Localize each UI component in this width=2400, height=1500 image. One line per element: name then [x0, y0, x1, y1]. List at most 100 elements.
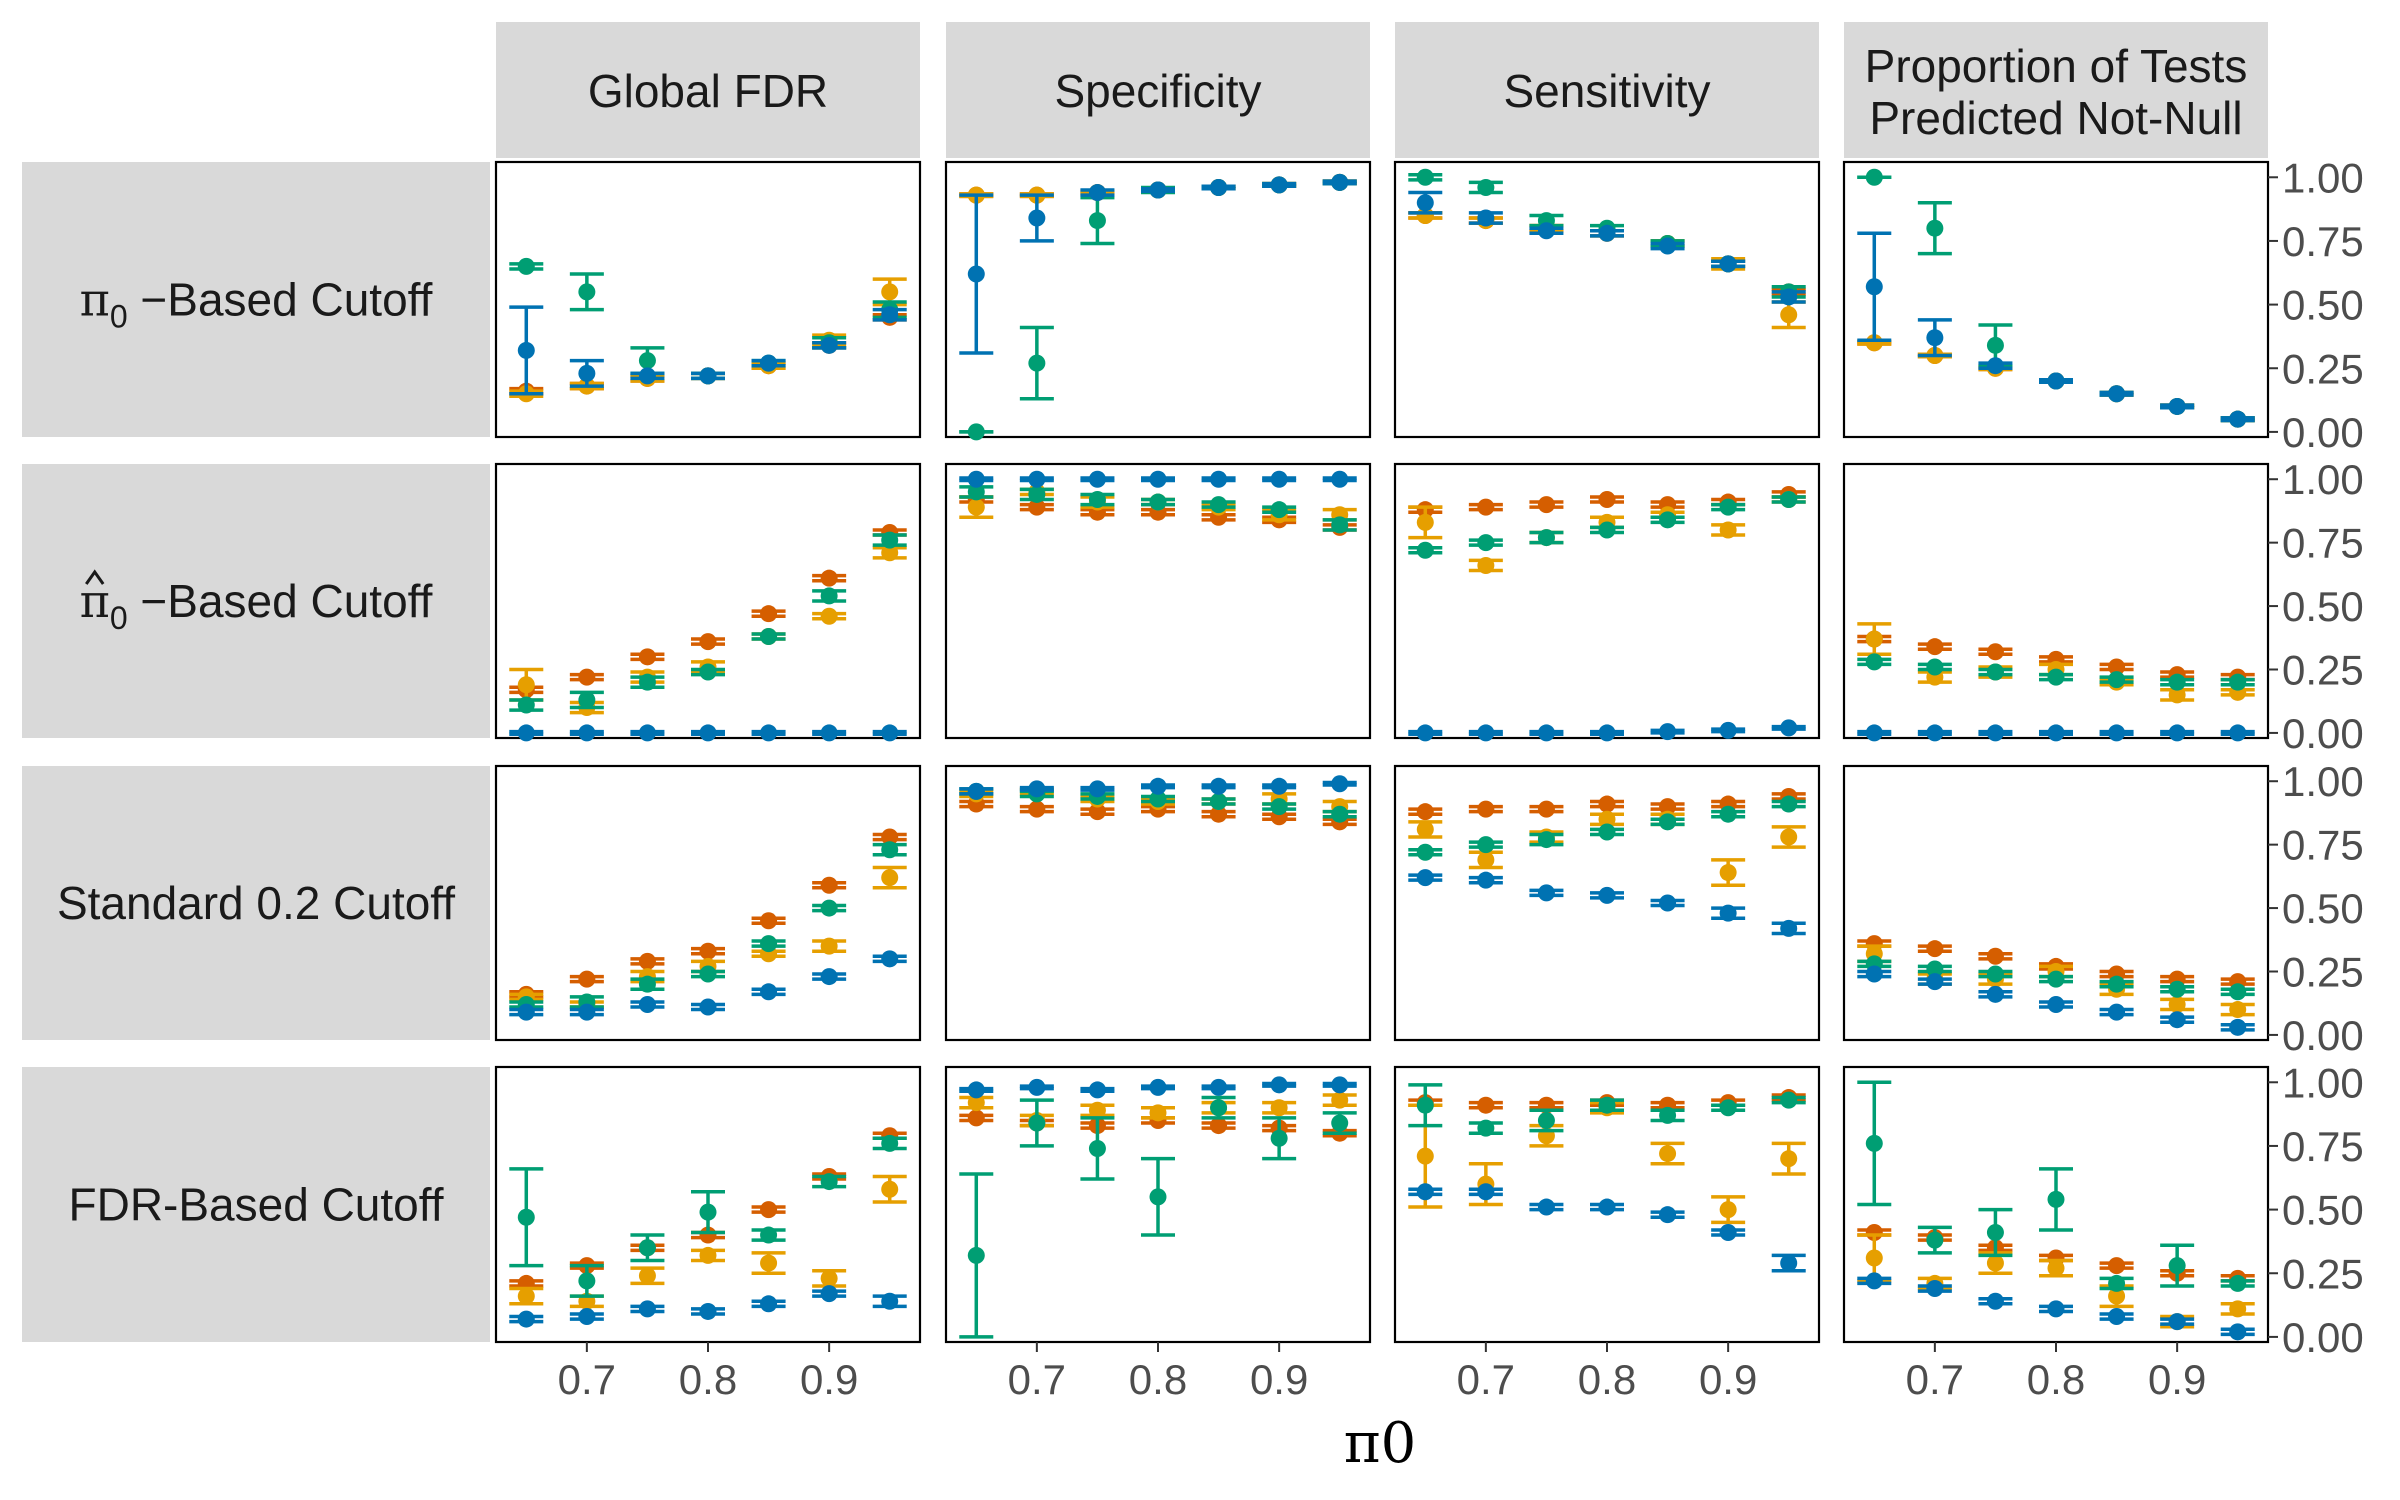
data-point — [2108, 671, 2126, 689]
data-point — [1780, 1150, 1798, 1168]
column-strip-bg — [1844, 22, 2268, 158]
data-point — [1210, 805, 1228, 823]
data-point — [1926, 724, 1944, 742]
data-point — [1780, 1091, 1798, 1109]
data-point — [638, 648, 656, 666]
panel — [494, 764, 922, 1042]
data-point — [578, 724, 596, 742]
y-tick-label: 0.00 — [2282, 710, 2364, 757]
data-point — [967, 498, 985, 516]
row-strips: π0 −Based Cutoff π0 −Based Cutoff Standard… — [22, 162, 490, 1342]
data-point — [2108, 1003, 2126, 1021]
data-point — [1477, 836, 1495, 854]
data-point — [1088, 1101, 1106, 1119]
data-point — [699, 965, 717, 983]
data-point — [1028, 209, 1046, 227]
data-point — [820, 336, 838, 354]
data-point — [1780, 795, 1798, 813]
column-strip-label: Sensitivity — [1503, 65, 1710, 117]
data-point — [1780, 719, 1798, 737]
panel — [494, 160, 922, 439]
y-tick-label: 0.75 — [2282, 218, 2364, 265]
data-point — [2047, 1190, 2065, 1208]
data-point — [1537, 724, 1555, 742]
axes: 0.7 0.8 0.9 0.7 0.8 0.9 0.7 0.8 0.9 0.7 0.8 0.9 0.00… — [558, 154, 2364, 1403]
data-point — [517, 696, 535, 714]
data-point — [1598, 886, 1616, 904]
data-point — [820, 876, 838, 894]
data-point — [1149, 181, 1167, 199]
data-point — [1986, 663, 2004, 681]
panel — [944, 462, 1372, 740]
data-point — [1926, 973, 1944, 991]
data-point — [517, 1208, 535, 1226]
data-point — [1028, 1078, 1046, 1096]
y-tick-label: 1.00 — [2282, 456, 2364, 503]
data-point — [1659, 723, 1677, 741]
data-point — [1416, 513, 1434, 531]
data-point — [1986, 1224, 2004, 1242]
data-point — [1210, 1117, 1228, 1135]
data-point — [2108, 1274, 2126, 1292]
data-point — [1537, 1198, 1555, 1216]
data-point — [517, 676, 535, 694]
y-tick-label: 0.00 — [2282, 1012, 2364, 1059]
data-point — [699, 724, 717, 742]
data-point — [1598, 810, 1616, 828]
data-point — [1331, 1114, 1349, 1132]
data-point — [1537, 529, 1555, 547]
data-point — [699, 367, 717, 385]
column-strip-bg — [496, 22, 920, 158]
panel-border — [1842, 160, 2270, 439]
data-point — [1416, 803, 1434, 821]
data-point — [820, 1173, 838, 1191]
data-point — [1598, 491, 1616, 509]
data-point — [820, 724, 838, 742]
data-point — [1149, 1104, 1167, 1122]
data-point — [2229, 1323, 2247, 1341]
data-point — [699, 633, 717, 651]
data-point — [760, 912, 778, 930]
data-point — [2168, 980, 2186, 998]
data-point — [1028, 470, 1046, 488]
panel — [1842, 462, 2270, 742]
data-point — [1986, 357, 2004, 375]
data-point — [1331, 1076, 1349, 1094]
data-point — [1477, 556, 1495, 574]
panel-border — [1842, 764, 2270, 1042]
data-point — [1926, 638, 1944, 656]
x-tick-label: 0.7 — [1906, 1356, 1964, 1403]
data-point — [1926, 219, 1944, 237]
data-point — [2168, 1011, 2186, 1029]
data-point — [1331, 173, 1349, 191]
panel — [944, 1065, 1372, 1344]
data-point — [1149, 493, 1167, 511]
data-point — [2229, 1274, 2247, 1292]
data-point — [1331, 470, 1349, 488]
data-point — [1659, 237, 1677, 255]
data-point — [578, 691, 596, 709]
data-point — [638, 724, 656, 742]
data-point — [1719, 255, 1737, 273]
y-tick-label: 0.75 — [2282, 520, 2364, 567]
data-point — [760, 724, 778, 742]
data-point — [578, 668, 596, 686]
data-point — [2229, 1018, 2247, 1036]
data-point — [1926, 940, 1944, 958]
data-point — [1088, 780, 1106, 798]
data-point — [1477, 851, 1495, 869]
data-point — [881, 841, 899, 859]
data-point — [1780, 919, 1798, 937]
data-point — [1149, 470, 1167, 488]
data-point — [820, 607, 838, 625]
data-point — [1028, 800, 1046, 818]
data-point — [1780, 288, 1798, 306]
data-point — [1416, 1183, 1434, 1201]
data-point — [1598, 1198, 1616, 1216]
data-point — [2168, 724, 2186, 742]
data-point — [1598, 823, 1616, 841]
data-point — [881, 1180, 899, 1198]
x-tick-label: 0.7 — [558, 1356, 616, 1403]
data-point — [699, 942, 717, 960]
data-point — [1537, 884, 1555, 902]
